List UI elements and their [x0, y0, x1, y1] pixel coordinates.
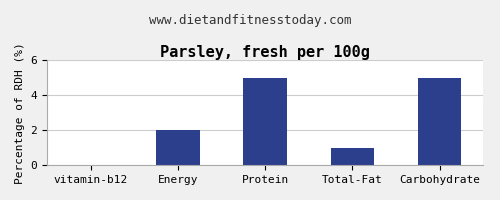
- Y-axis label: Percentage of RDH (%): Percentage of RDH (%): [15, 42, 25, 184]
- Bar: [330, 148, 374, 165]
- Bar: [156, 130, 200, 165]
- Text: www.dietandfitnesstoday.com: www.dietandfitnesstoday.com: [149, 14, 351, 27]
- Bar: [244, 78, 287, 165]
- Title: Parsley, fresh per 100g: Parsley, fresh per 100g: [160, 45, 370, 60]
- Bar: [418, 78, 462, 165]
